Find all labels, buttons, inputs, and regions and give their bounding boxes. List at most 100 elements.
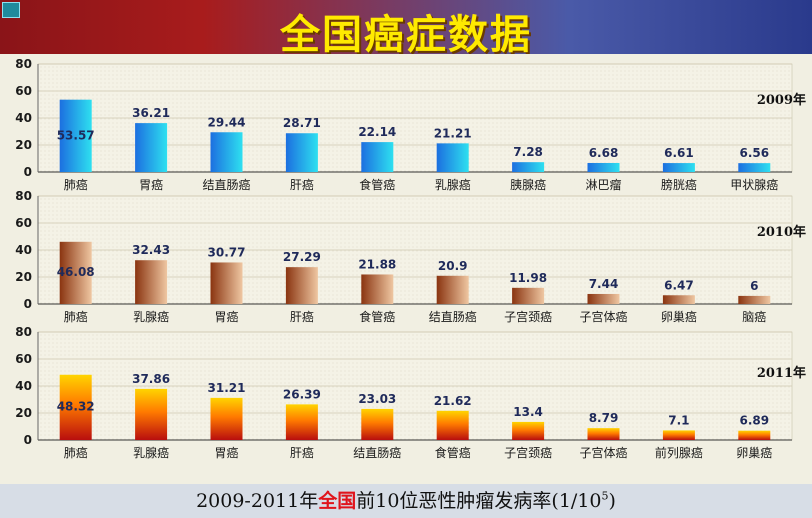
- bar-乳腺癌: [135, 260, 168, 304]
- year-label: 2011年: [757, 365, 806, 381]
- bar-子宫体癌: [587, 293, 620, 304]
- bar-结直肠癌: [210, 132, 243, 172]
- bar-卵巢癌: [662, 295, 695, 304]
- x-tick-label: 结直肠癌: [202, 177, 250, 192]
- chart-panel-2011年: 0 20 40 60 80 48.32 肺癌 37.86 乳腺癌 31.21 胃癌 26.39 肝癌 23…: [15, 325, 806, 460]
- data-label: 21.62: [434, 394, 472, 408]
- data-label: 7.44: [589, 277, 619, 291]
- bar-甲状腺癌: [738, 163, 771, 172]
- bar-胃癌: [135, 123, 168, 172]
- bar-子宫颈癌: [512, 421, 545, 440]
- data-label: 7.1: [668, 413, 689, 427]
- x-tick-label: 淋巴瘤: [585, 177, 621, 192]
- y-tick-label: 40: [15, 243, 32, 257]
- x-tick-label: 肺癌: [64, 445, 88, 460]
- x-tick-label: 食管癌: [359, 177, 395, 192]
- footer-desc: 前10位恶性肿瘤发病率(1/10: [356, 490, 602, 512]
- bar-脑癌: [738, 295, 771, 304]
- x-tick-label: 卵巢癌: [736, 445, 772, 460]
- bar-肺癌: [59, 374, 92, 440]
- x-tick-label: 肺癌: [64, 177, 88, 192]
- bar-卵巢癌: [738, 430, 771, 440]
- bar-子宫体癌: [587, 428, 620, 440]
- data-label: 53.57: [57, 128, 95, 142]
- y-tick-label: 0: [24, 165, 32, 179]
- footer-highlight: 全国: [318, 490, 357, 512]
- bar-乳腺癌: [135, 388, 168, 440]
- bar-胃癌: [210, 397, 243, 440]
- footer-exponent: 5: [601, 489, 609, 503]
- y-tick-label: 40: [15, 379, 32, 393]
- data-label: 6.68: [589, 146, 619, 160]
- x-tick-label: 乳腺癌: [133, 309, 169, 324]
- data-label: 20.9: [438, 259, 468, 273]
- x-tick-label: 胃癌: [214, 309, 238, 324]
- data-label: 6.61: [664, 146, 694, 160]
- bar-食管癌: [436, 410, 469, 440]
- bar-食管癌: [361, 142, 394, 172]
- data-label: 26.39: [283, 387, 321, 401]
- data-label: 31.21: [208, 381, 246, 395]
- data-label: 6.89: [739, 414, 769, 428]
- y-tick-label: 80: [15, 57, 32, 71]
- bar-肝癌: [285, 133, 318, 172]
- year-label: 2010年: [757, 224, 806, 240]
- data-label: 48.32: [57, 400, 95, 414]
- x-tick-label: 肺癌: [64, 309, 88, 324]
- y-tick-label: 80: [15, 325, 32, 339]
- x-tick-label: 乳腺癌: [435, 177, 471, 192]
- bar-肝癌: [285, 404, 318, 440]
- footer-years: 2009-2011年: [196, 490, 319, 512]
- x-tick-label: 乳腺癌: [133, 445, 169, 460]
- bar-肺癌: [59, 99, 92, 172]
- bar-结直肠癌: [361, 408, 394, 440]
- x-tick-label: 卵巢癌: [661, 309, 697, 324]
- x-tick-label: 甲状腺癌: [730, 177, 778, 192]
- bar-胰腺癌: [512, 162, 545, 172]
- y-tick-label: 60: [15, 352, 32, 366]
- data-label: 22.14: [358, 125, 396, 139]
- data-label: 30.77: [208, 245, 246, 259]
- bar-结直肠癌: [436, 275, 469, 304]
- bar-淋巴瘤: [587, 162, 620, 172]
- data-label: 6: [750, 279, 758, 293]
- y-tick-label: 20: [15, 406, 32, 420]
- x-tick-label: 肝癌: [290, 177, 314, 192]
- y-tick-label: 60: [15, 84, 32, 98]
- y-tick-label: 0: [24, 433, 32, 447]
- charts-svg: 02040608053.57肺癌36.21胃癌29.44结直肠癌28.71肝癌2…: [15, 57, 806, 460]
- data-label: 29.44: [208, 115, 246, 129]
- x-tick-label: 食管癌: [435, 445, 471, 460]
- bar-肝癌: [285, 267, 318, 304]
- bar-胃癌: [210, 262, 243, 304]
- x-tick-label: 胰腺癌: [510, 177, 546, 192]
- data-label: 6.56: [739, 146, 769, 160]
- chart-footer-caption: 2009-2011年全国前10位恶性肿瘤发病率(1/105): [0, 486, 812, 513]
- x-tick-label: 肝癌: [290, 309, 314, 324]
- x-tick-label: 胃癌: [214, 445, 238, 460]
- chart-panel-2009年: 0 20 40 60 80 53.57 肺癌 36.21 胃癌 29.44 结直肠癌 28.71 肝癌 2…: [15, 57, 806, 192]
- page-title: 全国癌症数据: [280, 12, 532, 58]
- data-label: 36.21: [132, 106, 170, 120]
- bar-食管癌: [361, 274, 394, 304]
- footer-close: ): [608, 490, 616, 512]
- x-tick-label: 子宫颈癌: [504, 445, 552, 460]
- x-tick-label: 肝癌: [290, 445, 314, 460]
- data-label: 8.79: [589, 411, 619, 425]
- x-tick-label: 前列腺癌: [655, 445, 703, 460]
- data-label: 11.98: [509, 271, 547, 285]
- x-tick-label: 子宫体癌: [579, 309, 627, 324]
- x-tick-label: 脑癌: [742, 309, 766, 324]
- y-tick-label: 20: [15, 270, 32, 284]
- data-label: 32.43: [132, 243, 170, 257]
- data-label: 13.4: [513, 405, 543, 419]
- x-tick-label: 胃癌: [139, 177, 163, 192]
- year-label: 2009年: [757, 92, 806, 108]
- title-bar: 全国癌症数据: [0, 0, 812, 58]
- data-label: 28.71: [283, 116, 321, 130]
- data-label: 46.08: [57, 265, 95, 279]
- data-label: 6.47: [664, 278, 694, 292]
- x-tick-label: 结直肠癌: [429, 309, 477, 324]
- y-tick-label: 40: [15, 111, 32, 125]
- data-label: 37.86: [132, 372, 170, 386]
